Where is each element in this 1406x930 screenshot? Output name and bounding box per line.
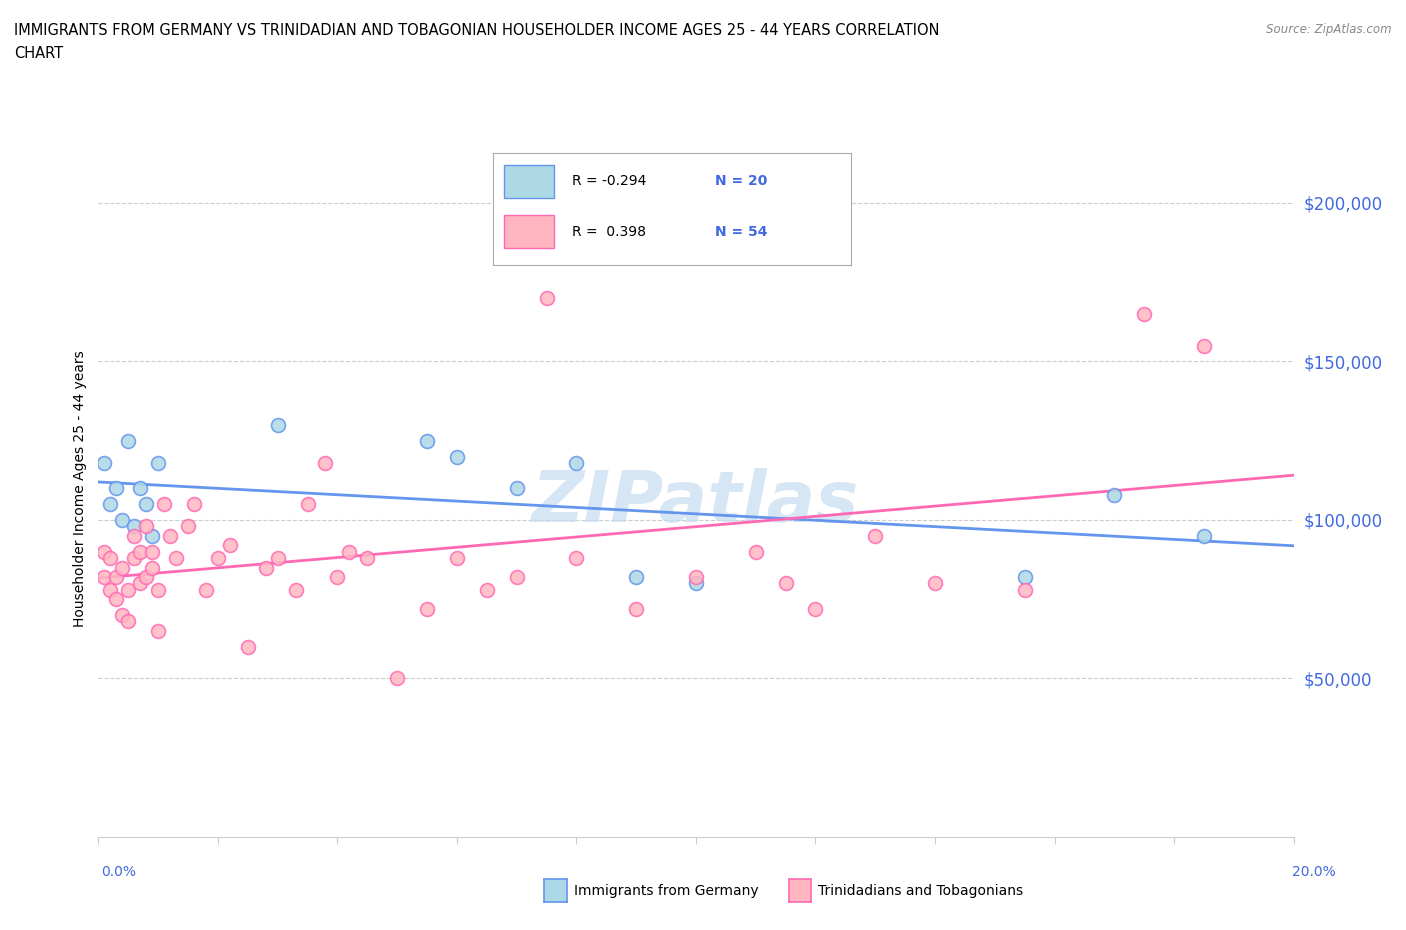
Point xyxy=(565,551,588,565)
Point xyxy=(177,519,200,534)
Point xyxy=(124,519,146,534)
Point xyxy=(775,576,797,591)
Point xyxy=(98,582,122,597)
Point xyxy=(267,418,290,432)
Point xyxy=(416,433,439,448)
Point xyxy=(148,456,170,471)
Point xyxy=(141,544,163,559)
Y-axis label: Householder Income Ages 25 - 44 years: Householder Income Ages 25 - 44 years xyxy=(73,350,87,627)
Point xyxy=(416,602,439,617)
Point xyxy=(1014,582,1036,597)
Point xyxy=(148,582,170,597)
Point xyxy=(1014,569,1036,584)
Point xyxy=(565,456,588,471)
Point xyxy=(506,481,529,496)
Point xyxy=(117,582,139,597)
Point xyxy=(148,623,170,638)
Text: Trinidadians and Tobagonians: Trinidadians and Tobagonians xyxy=(818,884,1024,898)
Point xyxy=(117,614,139,629)
Point xyxy=(475,582,498,597)
Point xyxy=(284,582,307,597)
Point xyxy=(111,560,134,575)
Point xyxy=(745,544,768,559)
Point xyxy=(685,576,707,591)
Point xyxy=(111,512,134,527)
Point xyxy=(315,456,337,471)
Text: ZIPatlas: ZIPatlas xyxy=(533,468,859,537)
Point xyxy=(153,497,176,512)
Point xyxy=(1133,307,1156,322)
Point xyxy=(117,433,139,448)
Point xyxy=(267,551,290,565)
Point xyxy=(865,528,887,543)
Point xyxy=(624,602,647,617)
Point xyxy=(219,538,242,552)
Point xyxy=(141,528,163,543)
Point xyxy=(141,560,163,575)
Point xyxy=(105,569,128,584)
Point xyxy=(624,569,647,584)
Point xyxy=(124,551,146,565)
Text: Immigrants from Germany: Immigrants from Germany xyxy=(574,884,758,898)
Point xyxy=(1104,487,1126,502)
Point xyxy=(129,481,152,496)
Point xyxy=(135,519,157,534)
Point xyxy=(194,582,218,597)
Point xyxy=(207,551,229,565)
Point xyxy=(804,602,827,617)
Point xyxy=(254,560,277,575)
Point xyxy=(326,569,349,584)
Point xyxy=(124,528,146,543)
Point xyxy=(924,576,946,591)
Text: 20.0%: 20.0% xyxy=(1292,865,1336,880)
Point xyxy=(93,456,115,471)
Point xyxy=(159,528,181,543)
Point xyxy=(385,671,409,686)
Point xyxy=(129,544,152,559)
Point xyxy=(98,497,122,512)
Point xyxy=(111,607,134,622)
Point xyxy=(135,569,157,584)
Point xyxy=(135,497,157,512)
Point xyxy=(183,497,205,512)
Text: 0.0%: 0.0% xyxy=(101,865,136,880)
Point xyxy=(105,481,128,496)
Point xyxy=(93,569,115,584)
Point xyxy=(98,551,122,565)
Point xyxy=(165,551,187,565)
Point xyxy=(536,290,558,305)
Point xyxy=(129,576,152,591)
Point xyxy=(1192,339,1215,353)
Point xyxy=(685,569,707,584)
Point xyxy=(105,591,128,606)
Text: IMMIGRANTS FROM GERMANY VS TRINIDADIAN AND TOBAGONIAN HOUSEHOLDER INCOME AGES 25: IMMIGRANTS FROM GERMANY VS TRINIDADIAN A… xyxy=(14,23,939,38)
Text: CHART: CHART xyxy=(14,46,63,61)
Point xyxy=(446,551,468,565)
Point xyxy=(506,569,529,584)
Point xyxy=(339,544,360,559)
Text: Source: ZipAtlas.com: Source: ZipAtlas.com xyxy=(1267,23,1392,36)
Point xyxy=(446,449,468,464)
Point xyxy=(1192,528,1215,543)
Point xyxy=(93,544,115,559)
Point xyxy=(356,551,378,565)
Point xyxy=(297,497,319,512)
Point xyxy=(236,639,259,654)
